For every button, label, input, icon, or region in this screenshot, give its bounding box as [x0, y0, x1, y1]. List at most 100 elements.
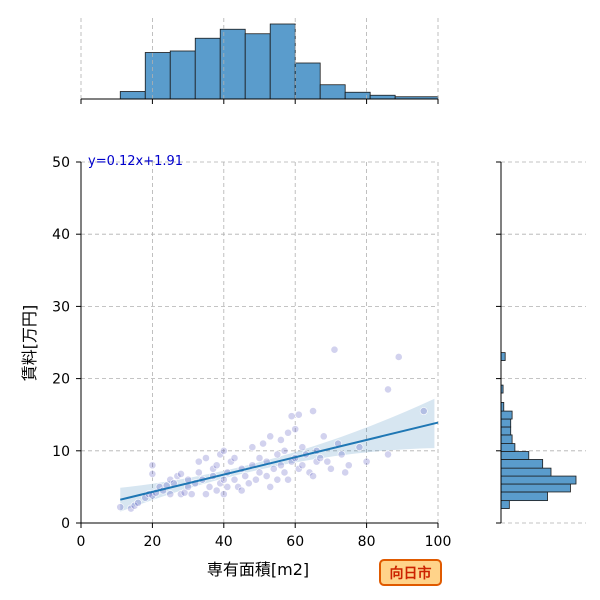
scatter-point [287, 412, 296, 421]
scatter-point [212, 486, 221, 495]
regression-line [120, 421, 439, 501]
x-hist-bar [194, 37, 221, 100]
scatter-point [266, 482, 275, 491]
tick-labels: 0 20 40 60 80 100 0 10 20 30 40 50 [52, 155, 451, 550]
scatter-point [148, 461, 157, 470]
y-hist-bar [500, 418, 512, 428]
x-hist-bar [144, 52, 171, 100]
scatter-point [280, 468, 289, 477]
y-tick-label: 50 [52, 155, 70, 171]
scatter-point [394, 353, 403, 361]
scatter-point [284, 428, 292, 437]
scatter-point [344, 461, 353, 470]
scatter-point [384, 385, 392, 394]
scatter-point [241, 472, 250, 480]
scatter-point [148, 470, 157, 478]
scatter-point [298, 461, 307, 470]
city-badge-label: 向日市 [390, 565, 432, 582]
scatter-point [355, 443, 364, 452]
scatter-point [230, 454, 239, 462]
y-axis-title: 賃料[万円] [20, 305, 39, 382]
regression-line-group [120, 421, 439, 501]
scatter-point [419, 407, 428, 415]
scatter-point [219, 475, 228, 484]
y-hist-bar [500, 500, 510, 509]
scatter-point [384, 450, 392, 459]
scatter-point [237, 486, 246, 495]
x-tick-label: 60 [286, 534, 304, 550]
x-tick-label: 40 [215, 534, 233, 550]
y-tick-label: 30 [52, 299, 70, 315]
main-axes [80, 162, 438, 524]
scatter-point [223, 482, 232, 491]
y-hist-bar [500, 434, 513, 444]
x-hist-bar [169, 50, 196, 100]
x-marginal-histogram [80, 18, 439, 104]
y-marginal-histogram [496, 161, 586, 524]
x-hist-bar [219, 28, 246, 100]
scatter-point [177, 470, 185, 478]
scatter-point [212, 461, 221, 470]
scatter-point [116, 503, 125, 512]
scatter-point [284, 475, 292, 484]
scatter-point [269, 464, 278, 473]
y-hist-bar [500, 475, 577, 485]
scatter-point [255, 468, 264, 477]
scatter-point [255, 454, 264, 462]
y-hist-bar [500, 443, 516, 452]
scatter-point [262, 472, 271, 480]
scatter-point [166, 490, 175, 499]
y-hist-bar [500, 451, 530, 460]
x-hist-bar [269, 23, 296, 100]
scatter-point [277, 461, 285, 470]
y-hist-bar [500, 426, 512, 436]
x-tick-label: 100 [425, 534, 452, 550]
y-hist-bar [500, 467, 552, 477]
scatter-point [330, 345, 339, 354]
scatter-point [298, 443, 307, 452]
x-hist-bar [319, 84, 346, 100]
y-hist-bar [500, 491, 548, 502]
x-tick-label: 0 [77, 534, 86, 550]
scatter-points [116, 345, 428, 513]
x-axis-title: 専有面積[m2] [207, 560, 309, 579]
scatter-point [323, 457, 332, 466]
x-tick-label: 80 [358, 534, 376, 550]
scatter-point [202, 454, 210, 462]
scatter-point [309, 472, 317, 480]
city-badge: 向日市 [379, 559, 442, 586]
scatter-point [194, 457, 203, 466]
y-tick-label: 20 [52, 372, 70, 388]
y-tick-label: 0 [61, 516, 70, 532]
scatter-point [194, 468, 203, 477]
x-hist-bar [119, 91, 146, 100]
scatter-point [341, 468, 350, 477]
scatter-point [316, 454, 325, 462]
scatter-point [280, 446, 289, 455]
scatter-point [273, 475, 282, 484]
y-tick-label: 10 [52, 444, 70, 460]
scatter-point [309, 407, 317, 415]
scatter-point [259, 439, 267, 448]
scatter-point [294, 410, 303, 419]
y-tick-label: 40 [52, 227, 70, 243]
scatter-point [277, 436, 285, 444]
scatter-point [326, 464, 335, 473]
scatter-point [248, 443, 257, 452]
x-tick-label: 20 [143, 534, 161, 550]
y-hist-bar [500, 410, 513, 420]
scatter-point [134, 498, 143, 507]
regression-equation: y=0.12x+1.91 [88, 154, 183, 169]
x-hist-bar [369, 94, 396, 100]
scatter-point [252, 475, 260, 484]
scatter-point [219, 490, 228, 499]
scatter-point [205, 482, 214, 491]
y-hist-bar [500, 352, 506, 361]
scatter-point [362, 457, 371, 466]
scatter-point [291, 425, 300, 434]
x-hist-bar [294, 62, 321, 100]
scatter-point [244, 479, 253, 488]
y-hist-bar [500, 483, 571, 493]
scatter-point [319, 432, 328, 441]
